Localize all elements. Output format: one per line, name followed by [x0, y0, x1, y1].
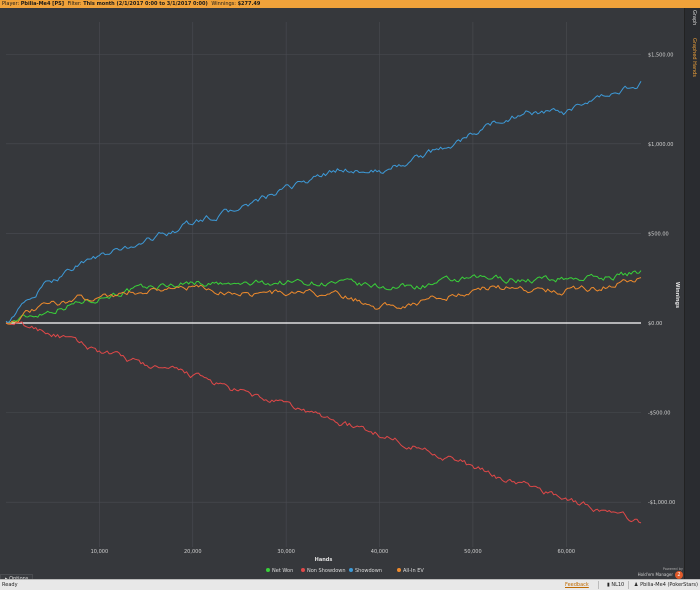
y-tick-label: $500.00 — [648, 231, 669, 237]
player-value: Pbilia-Me4 [PS] — [20, 1, 65, 7]
series-line-all-in-ev — [5, 277, 642, 325]
graph-panel: 10,000 20,000 30,000 40,000 50,000 60,000 -$1,… — [0, 8, 684, 585]
x-tick-label: 60,000 — [558, 549, 576, 555]
series-line-showdown — [5, 81, 642, 324]
legend-label: All-In EV — [403, 568, 424, 574]
filter-info-bar: Player: Pbilia-Me4 [PS] Filter: This mon… — [0, 0, 700, 8]
winnings-value: $277.49 — [237, 1, 261, 7]
filter-label: Filter: — [67, 1, 82, 7]
y-tick-label: $1,500.00 — [648, 52, 673, 58]
series-line-non-showdown — [5, 321, 642, 524]
player-label: Player: — [2, 1, 20, 7]
feedback-link[interactable]: Feedback — [565, 582, 589, 588]
x-axis-title: Hands — [315, 557, 333, 563]
tab-graphed-hands[interactable]: Graphed Hands — [691, 38, 697, 77]
legend-marker — [349, 568, 353, 572]
legend-marker — [397, 568, 401, 572]
winnings-chart: 10,000 20,000 30,000 40,000 50,000 60,000 -$1,… — [5, 22, 680, 574]
y-tick-label: -$500.00 — [648, 411, 670, 417]
right-tab-strip: Graph Graphed Hands — [684, 8, 700, 579]
y-tick-label: -$1,000.00 — [648, 500, 675, 506]
legend-marker — [301, 568, 305, 572]
y-axis-title: Winnings — [674, 282, 680, 308]
x-tick-label: 40,000 — [371, 549, 389, 555]
legend-marker — [266, 568, 270, 572]
winnings-label: Winnings: — [211, 1, 236, 7]
series-line-net-won — [5, 270, 642, 324]
y-tick-label: $0.00 — [648, 321, 662, 327]
legend-label: Showdown — [355, 568, 382, 574]
brand-text: Hold'em Manager — [637, 572, 673, 577]
tab-graph[interactable]: Graph — [691, 10, 697, 26]
status-separator — [628, 581, 629, 589]
x-tick-label: 20,000 — [184, 549, 202, 555]
legend-label: Net Won — [272, 568, 293, 574]
x-tick-label: 30,000 — [277, 549, 295, 555]
y-tick-label: $1,000.00 — [648, 142, 673, 148]
active-player-text: Pbilia-Me4 (PokerStars) — [640, 582, 698, 588]
active-player-indicator[interactable]: ♟ Pbilia-Me4 (PokerStars) — [634, 582, 698, 588]
hem-logo: Powered by Hold'em Manager 2 — [628, 567, 683, 583]
x-tick-label: 50,000 — [464, 549, 482, 555]
filter-value[interactable]: This month (2/1/2017 0:00 to 3/1/2017 0:… — [83, 1, 208, 7]
status-bar: Ready Feedback ▮ NL10 ♟ Pbilia-Me4 (Poke… — [0, 579, 700, 590]
status-ready-text: Ready — [2, 582, 18, 588]
stake-indicator[interactable]: ▮ NL10 — [607, 582, 625, 588]
stake-text: NL10 — [611, 582, 625, 588]
hem2-badge-icon: 2 — [675, 571, 683, 579]
status-separator — [598, 581, 599, 589]
powered-by-text: Powered by — [662, 567, 683, 571]
x-tick-label: 10,000 — [91, 549, 109, 555]
legend-label: Non Showdown — [307, 568, 346, 574]
